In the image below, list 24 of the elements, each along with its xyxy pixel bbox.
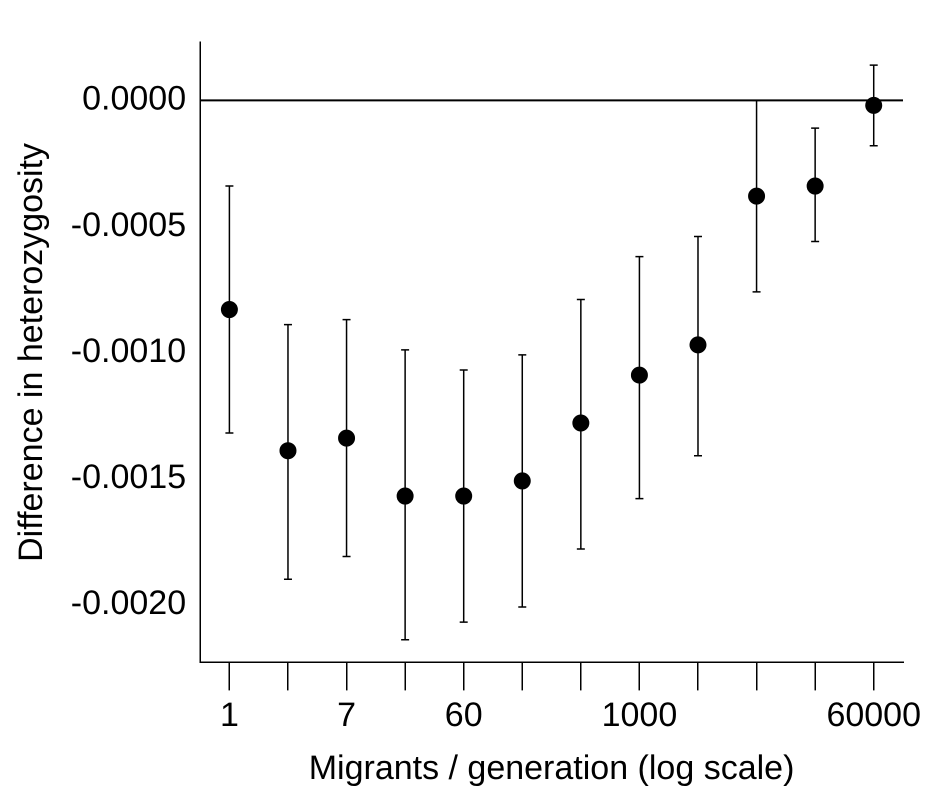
point <box>396 488 414 505</box>
point <box>338 430 356 447</box>
y-tick-label: -0.0005 <box>70 206 186 244</box>
point <box>279 442 296 460</box>
y-tick-label: -0.0015 <box>70 458 186 496</box>
y-tick-label: 0.0000 <box>82 80 186 118</box>
point <box>806 178 824 195</box>
point <box>689 336 706 354</box>
x-tick-label: 7 <box>337 696 356 734</box>
x-axis-title: Migrants / generation (log scale) <box>308 748 794 787</box>
point <box>748 188 766 205</box>
x-tick-label: 1000 <box>602 696 678 734</box>
point <box>514 472 531 490</box>
y-axis-title: Difference in heterozygosity <box>12 142 50 562</box>
y-tick-label: -0.0020 <box>70 584 186 622</box>
x-tick-label: 60000 <box>826 696 921 734</box>
point <box>455 488 472 505</box>
point <box>630 366 648 384</box>
x-tick-label: 1 <box>220 696 239 734</box>
y-tick-label: -0.0010 <box>70 332 186 370</box>
point <box>865 96 882 114</box>
x-tick-label: 60 <box>444 696 483 734</box>
point <box>572 414 590 432</box>
point <box>220 301 238 318</box>
